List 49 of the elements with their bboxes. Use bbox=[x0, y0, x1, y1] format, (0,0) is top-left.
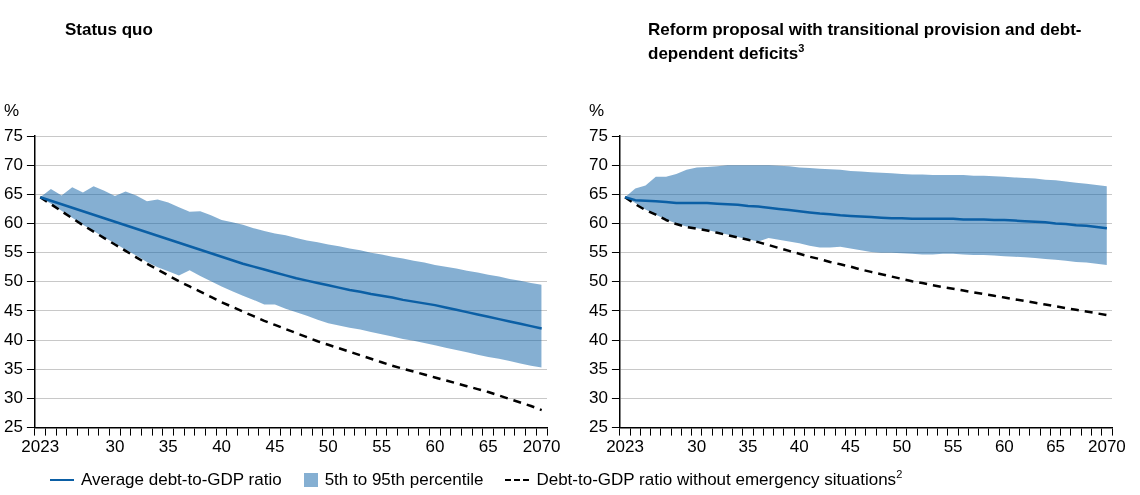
x-tick-label: 55 bbox=[372, 437, 392, 457]
legend-label: Average debt-to-GDP ratio bbox=[81, 470, 282, 490]
x-tick-label: 35 bbox=[158, 437, 178, 457]
y-tick-label: 60 bbox=[588, 213, 608, 233]
y-tick-label: 75 bbox=[3, 125, 23, 145]
x-tick-label: 40 bbox=[212, 437, 232, 457]
y-tick-label: 75 bbox=[588, 125, 608, 145]
chart-title: Status quo bbox=[65, 19, 154, 41]
y-tick-label: 45 bbox=[588, 300, 608, 320]
y-tick-label: 30 bbox=[588, 388, 608, 408]
y-tick-label: 25 bbox=[588, 417, 608, 437]
legend-label: Debt-to-GDP ratio without emergency situations$^{2}$ bbox=[536, 468, 903, 490]
x-tick-label: 40 bbox=[789, 437, 809, 457]
x-tick-label: 2023 bbox=[606, 437, 644, 457]
chart-title: Reform proposal with transitional provision and debt-dependent deficits$^{3}$ bbox=[648, 19, 1083, 65]
x-tick-label: 35 bbox=[738, 437, 758, 457]
y-tick-label: 60 bbox=[3, 213, 23, 233]
x-tick-label: 50 bbox=[892, 437, 912, 457]
y-tick-label: 25 bbox=[3, 417, 23, 437]
y-tick-label: 35 bbox=[588, 358, 608, 378]
y-tick-label: 65 bbox=[3, 184, 23, 204]
y-tick-label: 55 bbox=[3, 242, 23, 262]
y-tick-label: 55 bbox=[588, 242, 608, 262]
x-tick-label: 65 bbox=[478, 437, 498, 457]
y-tick-label: 50 bbox=[3, 271, 23, 291]
x-tick-label: 55 bbox=[943, 437, 963, 457]
x-tick-label: 30 bbox=[687, 437, 707, 457]
y-tick-label: 65 bbox=[588, 184, 608, 204]
x-tick-label: 30 bbox=[105, 437, 125, 457]
y-tick-label: 40 bbox=[3, 329, 23, 349]
text: 5th to 95th percentile bbox=[324, 470, 484, 490]
x-tick-label: 60 bbox=[425, 437, 445, 457]
y-axis-title: % bbox=[589, 101, 605, 121]
y-tick-label: 35 bbox=[3, 358, 23, 378]
y-tick-label: 50 bbox=[588, 271, 608, 291]
y-tick-label: 30 bbox=[3, 388, 23, 408]
y-axis-title: % bbox=[4, 101, 20, 121]
y-tick-label: 45 bbox=[3, 300, 23, 320]
y-tick-label: 40 bbox=[588, 329, 608, 349]
x-tick-label: 65 bbox=[1046, 437, 1066, 457]
x-tick-label: 60 bbox=[994, 437, 1014, 457]
x-tick-label: 45 bbox=[841, 437, 861, 457]
x-tick-label: 2023 bbox=[21, 437, 60, 457]
x-tick-label: 50 bbox=[318, 437, 338, 457]
y-tick-label: 70 bbox=[3, 154, 23, 174]
y-tick-label: 70 bbox=[588, 154, 608, 174]
x-tick-label: 2070 bbox=[522, 437, 561, 457]
x-tick-label: 45 bbox=[265, 437, 285, 457]
x-tick-label: 2070 bbox=[1087, 437, 1126, 457]
